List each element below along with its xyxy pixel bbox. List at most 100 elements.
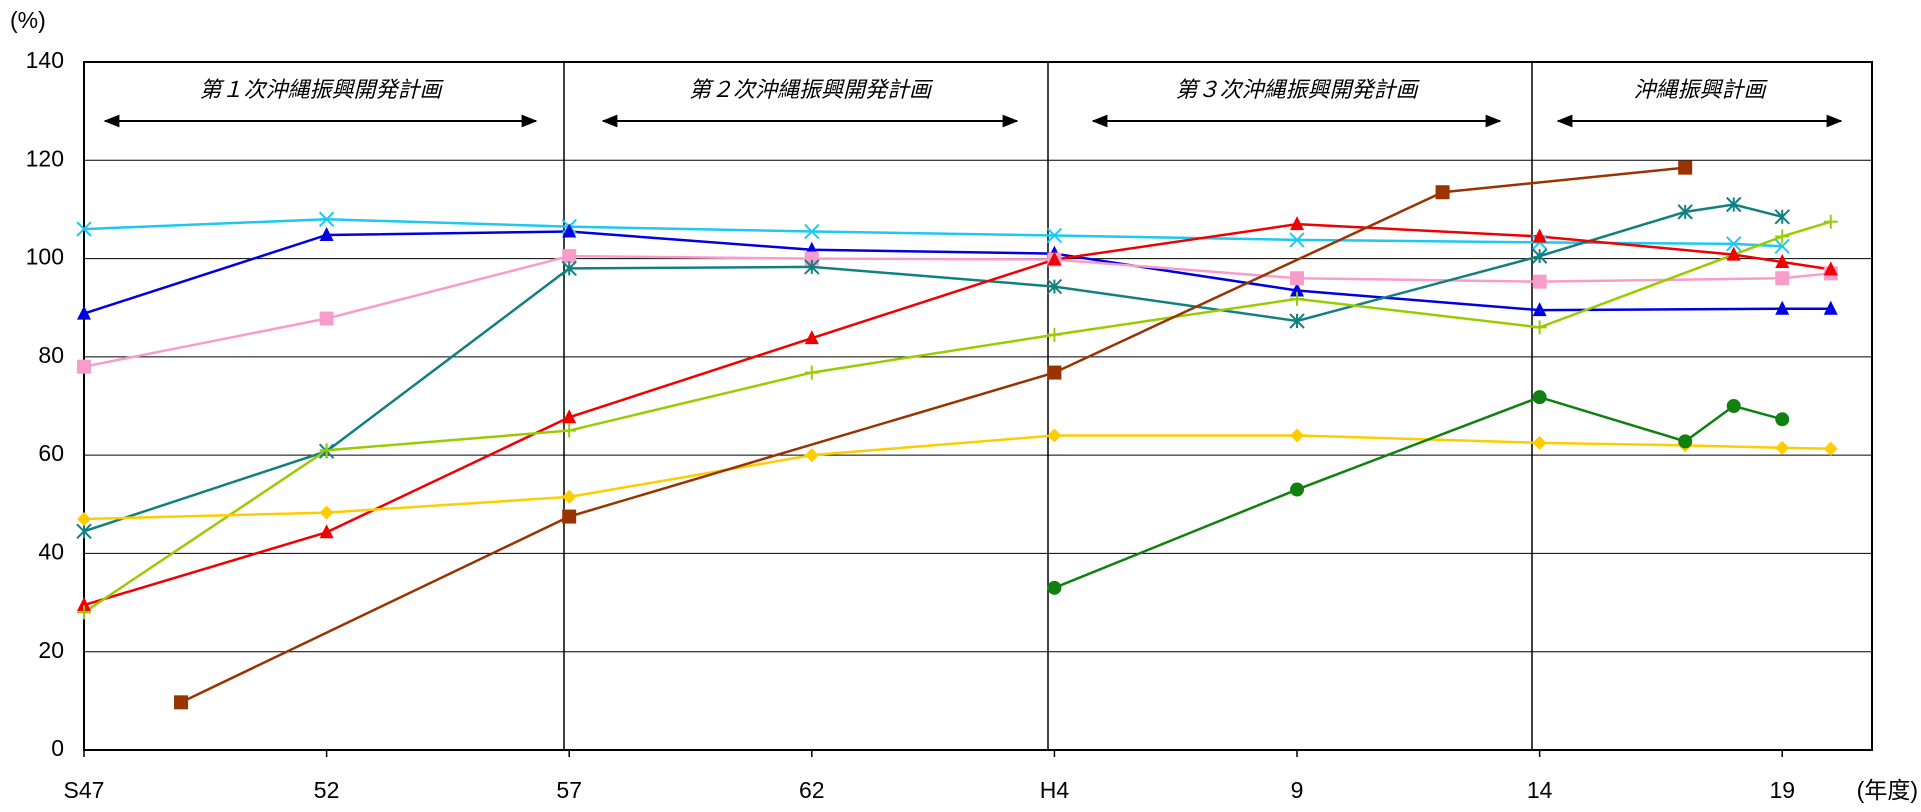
x-tick-label: H4 — [1040, 777, 1070, 803]
marker-shape — [1823, 261, 1838, 276]
data-point — [319, 226, 334, 241]
marker-shape — [804, 330, 819, 345]
data-point — [1532, 302, 1547, 317]
x-tick-label: 62 — [799, 777, 825, 803]
x-tick-label: 14 — [1527, 777, 1553, 803]
series-line — [180, 166, 1686, 704]
data-point — [1823, 441, 1838, 456]
data-point — [1726, 246, 1741, 261]
data-point — [318, 211, 335, 227]
x-tick-label: 19 — [1769, 777, 1795, 803]
y-tick-label: 100 — [26, 244, 64, 270]
y-tick-label: 120 — [26, 145, 64, 171]
marker-shape — [1290, 482, 1305, 497]
series-line — [83, 218, 1783, 248]
data-point — [1047, 327, 1062, 342]
period-label: 沖縄振興計画 — [1633, 77, 1768, 102]
marker-shape — [1532, 435, 1547, 450]
marker-shape — [562, 249, 577, 264]
data-point — [76, 523, 92, 540]
marker-shape — [1678, 434, 1693, 449]
marker-shape — [77, 597, 91, 612]
data-point — [562, 509, 577, 524]
data-point — [76, 221, 92, 237]
data-point — [1047, 580, 1062, 595]
data-point — [1726, 236, 1742, 252]
marker-shape — [319, 226, 334, 241]
data-point — [1046, 278, 1063, 295]
data-point — [562, 423, 577, 438]
marker-shape — [1532, 228, 1547, 243]
marker-shape — [1435, 185, 1450, 200]
marker-shape — [562, 409, 577, 424]
data-point — [1532, 390, 1547, 405]
series-line — [83, 434, 1831, 521]
series-line — [1053, 395, 1783, 589]
marker-shape — [77, 359, 91, 374]
data-point — [1775, 300, 1790, 315]
data-point — [1047, 251, 1062, 266]
y-tick-label: 140 — [26, 47, 64, 73]
data-point — [804, 330, 819, 345]
marker-shape — [77, 305, 91, 320]
marker-shape — [1726, 246, 1741, 261]
series-line — [83, 203, 1783, 533]
data-point — [1290, 271, 1305, 286]
data-point — [319, 311, 334, 326]
marker-shape — [1047, 365, 1062, 380]
data-point — [561, 260, 577, 277]
data-point — [174, 695, 189, 710]
data-point — [1677, 204, 1693, 220]
data-point — [1775, 412, 1790, 427]
data-point — [1823, 214, 1838, 229]
y-tick-label: 80 — [38, 342, 64, 368]
marker-stroke — [1046, 227, 1063, 244]
data-point — [804, 365, 819, 380]
marker-shape — [174, 695, 189, 710]
data-point — [1775, 229, 1790, 244]
data-point — [1290, 291, 1305, 306]
y-tick-label: 40 — [38, 539, 64, 565]
data-point — [804, 223, 820, 240]
period-label: 第３次沖縄振興開発計画 — [1175, 77, 1420, 102]
marker-shape — [1290, 271, 1305, 286]
x-tick-label: 52 — [314, 777, 340, 803]
marker-shape — [1290, 216, 1305, 231]
data-point — [1678, 434, 1693, 449]
marker-shape — [562, 509, 577, 524]
marker-shape — [319, 505, 334, 520]
marker-shape — [77, 512, 91, 527]
marker-shape — [804, 448, 819, 463]
data-point — [562, 249, 577, 264]
y-axis-label: (%) — [10, 7, 46, 33]
marker-shape — [1726, 399, 1741, 413]
marker-shape — [319, 524, 334, 539]
series-line — [83, 230, 1831, 315]
data-point — [77, 512, 91, 527]
marker-shape — [562, 489, 577, 504]
data-point — [1289, 313, 1305, 329]
x-tick-label: 9 — [1291, 777, 1304, 803]
data-point — [319, 505, 334, 520]
data-point — [1046, 227, 1063, 244]
data-point — [1289, 232, 1305, 248]
data-point — [1774, 238, 1790, 254]
y-tick-label: 20 — [38, 637, 64, 663]
data-point — [1775, 271, 1790, 286]
y-tick-label: 0 — [51, 735, 64, 761]
marker-shape — [1775, 271, 1790, 286]
data-point — [1532, 320, 1547, 335]
data-point — [1823, 261, 1838, 276]
marker-shape — [562, 223, 577, 238]
marker-shape — [1775, 412, 1790, 427]
data-point — [1532, 274, 1547, 289]
marker-shape — [1532, 274, 1547, 289]
marker-shape — [319, 311, 334, 326]
data-point — [77, 597, 91, 612]
marker-shape — [1775, 440, 1790, 455]
data-point — [1290, 282, 1305, 297]
data-point — [1678, 160, 1693, 175]
data-point — [1823, 300, 1838, 315]
data-point — [1775, 254, 1790, 269]
data-point — [319, 524, 334, 539]
